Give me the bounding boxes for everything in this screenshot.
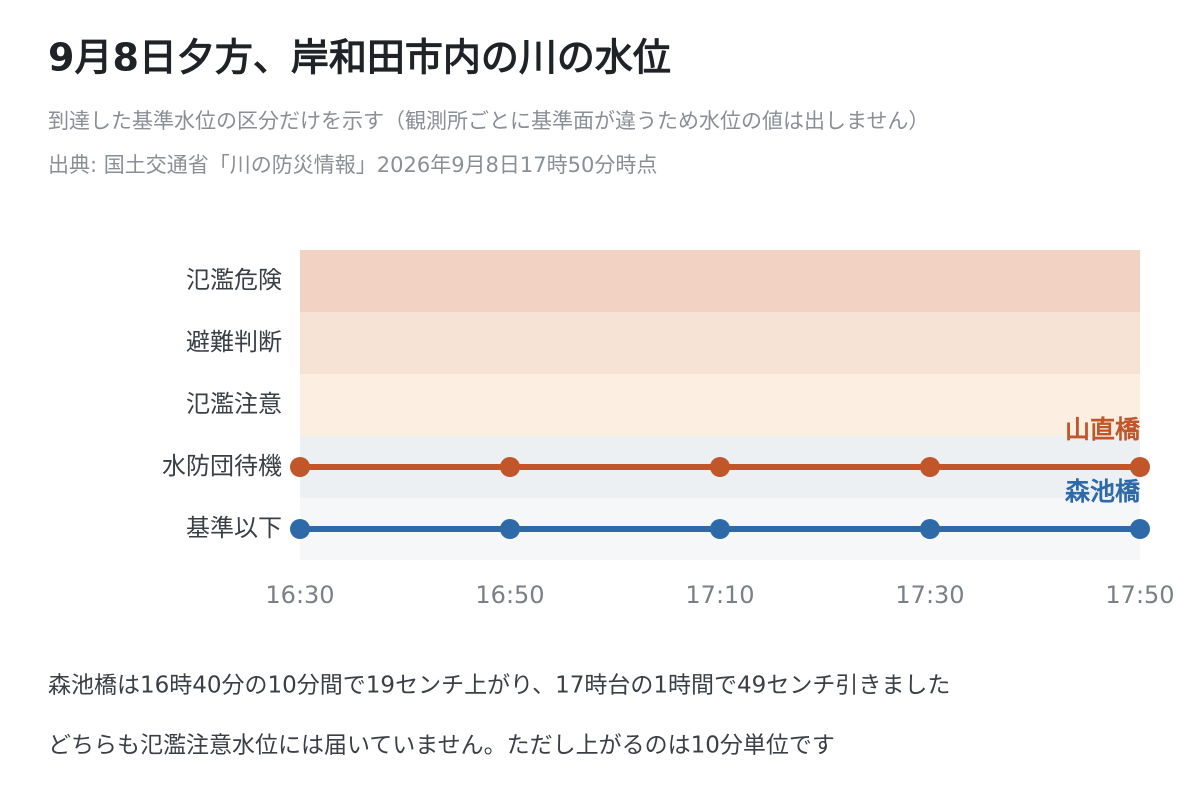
chart-title: 9月8日夕方、岸和田市内の川の水位: [48, 36, 671, 80]
data-point: [920, 519, 940, 539]
note: 森池橋は16時40分の10分間で19センチ上がり、17時台の1時間で49センチ引…: [48, 673, 950, 699]
data-point: [710, 457, 730, 477]
x-tick-label: 17:30: [895, 581, 964, 609]
subtitle: 到達した基準水位の区分だけを示す（観測所ごとに基準面が違うため水位の値は出しませ…: [48, 109, 929, 133]
y-tick-label: 氾濫危険: [186, 266, 282, 294]
data-point: [500, 519, 520, 539]
data-point: [290, 457, 310, 477]
x-tick-label: 16:50: [475, 581, 544, 609]
y-tick-label: 避難判断: [186, 328, 282, 356]
x-tick-label: 17:10: [685, 581, 754, 609]
x-tick-label: 16:30: [265, 581, 334, 609]
y-tick-label: 基準以下: [186, 514, 282, 542]
data-point: [920, 457, 940, 477]
data-point: [1130, 457, 1150, 477]
x-tick-label: 17:50: [1105, 581, 1174, 609]
data-point: [500, 457, 520, 477]
y-tick-label: 水防団待機: [162, 452, 282, 480]
source: 出典: 国土交通省「川の防災情報」2026年9月8日17時50分時点: [48, 153, 657, 177]
data-point: [290, 519, 310, 539]
note: どちらも氾濫注意水位には届いていません。ただし上がるのは10分単位です: [48, 733, 835, 759]
series-label: 山直橋: [1065, 415, 1141, 444]
level-band: [300, 374, 1140, 436]
data-point: [1130, 519, 1150, 539]
series-label: 森池橋: [1065, 477, 1141, 506]
y-tick-label: 氾濫注意: [186, 390, 282, 418]
level-band: [300, 250, 1140, 312]
data-point: [710, 519, 730, 539]
level-band: [300, 312, 1140, 374]
